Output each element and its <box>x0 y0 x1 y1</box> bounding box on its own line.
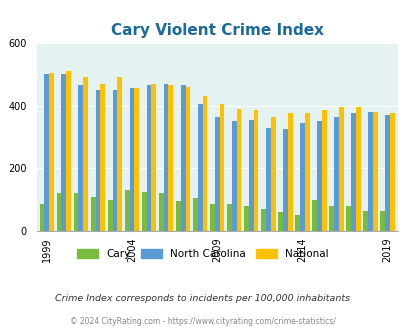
Bar <box>253 110 258 231</box>
Bar <box>124 190 129 231</box>
Bar <box>202 96 207 231</box>
Bar <box>311 200 316 231</box>
Bar <box>146 85 151 231</box>
Bar <box>66 71 71 231</box>
Bar <box>367 112 372 231</box>
Bar <box>49 73 54 231</box>
Bar <box>282 129 287 231</box>
Bar <box>57 193 61 231</box>
Bar <box>40 204 44 231</box>
Bar <box>180 85 185 231</box>
Bar <box>299 123 304 231</box>
Bar <box>389 114 394 231</box>
Bar <box>236 109 241 231</box>
Bar <box>61 74 66 231</box>
Bar <box>379 211 384 231</box>
Bar <box>83 78 88 231</box>
Bar <box>345 206 350 231</box>
Bar <box>277 212 282 231</box>
Bar <box>151 84 156 231</box>
Bar <box>44 74 49 231</box>
Bar <box>219 104 224 231</box>
Bar <box>362 211 367 231</box>
Bar <box>328 206 333 231</box>
Bar <box>350 114 355 231</box>
Bar <box>260 209 265 231</box>
Bar <box>158 193 163 231</box>
Bar <box>231 121 236 231</box>
Bar <box>304 114 309 231</box>
Bar <box>78 85 83 231</box>
Bar <box>294 215 299 231</box>
Bar <box>372 112 377 231</box>
Title: Cary Violent Crime Index: Cary Violent Crime Index <box>111 22 323 38</box>
Bar <box>74 193 78 231</box>
Bar <box>270 116 275 231</box>
Bar <box>214 116 219 231</box>
Bar <box>355 107 360 231</box>
Bar <box>321 110 326 231</box>
Bar <box>90 197 95 231</box>
Bar <box>163 84 168 231</box>
Bar <box>117 78 122 231</box>
Bar <box>384 115 389 231</box>
Bar <box>95 90 100 231</box>
Bar <box>175 201 180 231</box>
Bar <box>338 107 343 231</box>
Bar <box>192 198 197 231</box>
Bar <box>100 84 105 231</box>
Bar <box>134 88 139 231</box>
Bar <box>141 192 146 231</box>
Bar <box>265 128 270 231</box>
Bar <box>107 200 112 231</box>
Bar <box>209 204 214 231</box>
Bar <box>197 104 202 231</box>
Text: Crime Index corresponds to incidents per 100,000 inhabitants: Crime Index corresponds to incidents per… <box>55 294 350 303</box>
Bar <box>129 88 134 231</box>
Bar <box>112 90 117 231</box>
Bar <box>333 116 338 231</box>
Bar <box>248 120 253 231</box>
Bar <box>287 114 292 231</box>
Bar <box>316 121 321 231</box>
Bar <box>168 85 173 231</box>
Bar <box>185 87 190 231</box>
Bar <box>226 204 231 231</box>
Text: © 2024 CityRating.com - https://www.cityrating.com/crime-statistics/: © 2024 CityRating.com - https://www.city… <box>70 317 335 326</box>
Legend: Cary, North Carolina, National: Cary, North Carolina, National <box>72 245 333 263</box>
Bar <box>243 206 248 231</box>
